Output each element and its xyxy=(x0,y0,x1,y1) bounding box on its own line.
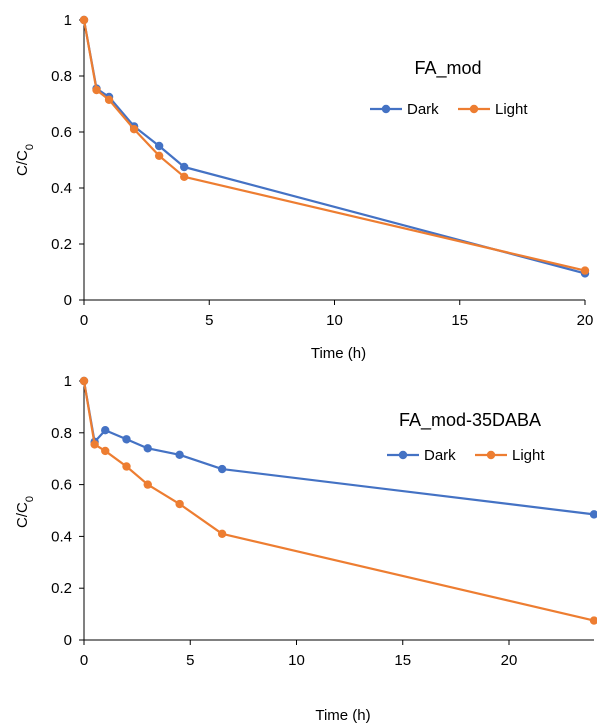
y-axis-title: C/C0 xyxy=(14,144,36,176)
data-point xyxy=(589,510,597,519)
y-tick-label: 0.4 xyxy=(51,528,72,545)
data-point xyxy=(154,151,164,160)
legend-item-light: Light xyxy=(475,447,545,464)
legend-item-dark: Dark xyxy=(370,101,439,118)
data-point xyxy=(580,266,590,275)
data-point xyxy=(154,141,164,151)
data-point xyxy=(101,446,110,456)
y-tick-label: 1 xyxy=(64,373,72,390)
data-point xyxy=(122,435,131,444)
legend-label: Light xyxy=(512,447,545,464)
y-tick-label: 0 xyxy=(64,292,72,309)
y-tick-label: 0 xyxy=(64,632,72,649)
legend-label: Dark xyxy=(424,447,456,464)
data-point xyxy=(104,95,114,105)
y-tick-label: 0.4 xyxy=(51,180,72,197)
legend-marker xyxy=(469,104,479,114)
x-tick-label: 5 xyxy=(205,312,213,329)
data-point xyxy=(129,125,139,134)
x-tick-label: 15 xyxy=(451,312,468,329)
data-point xyxy=(101,426,110,435)
series-light xyxy=(79,376,597,625)
series-light xyxy=(79,15,590,275)
x-tick-label: 15 xyxy=(394,652,411,669)
x-axis-title: Time (h) xyxy=(315,707,370,724)
y-axis-title: C/C0 xyxy=(14,496,36,528)
legend-item-dark: Dark xyxy=(387,447,456,464)
x-tick-label: 20 xyxy=(501,652,518,669)
series-dark xyxy=(79,15,590,278)
y-tick-label: 0.6 xyxy=(51,477,72,494)
legend-item-light: Light xyxy=(458,101,528,118)
panel-title: FA_mod-35DABA xyxy=(399,410,541,431)
data-point xyxy=(92,85,101,95)
x-tick-label: 10 xyxy=(288,652,305,669)
data-point xyxy=(79,15,89,25)
y-tick-label: 0.2 xyxy=(51,236,72,253)
data-point xyxy=(180,162,189,172)
y-tick-label: 0.8 xyxy=(51,68,72,85)
x-tick-label: 0 xyxy=(80,312,88,329)
legend-label: Dark xyxy=(407,101,439,118)
y-tick-label: 0.6 xyxy=(51,124,72,141)
data-point xyxy=(175,450,184,460)
data-point xyxy=(217,529,227,539)
data-point xyxy=(175,499,184,509)
data-point xyxy=(143,480,152,489)
y-tick-label: 0.8 xyxy=(51,425,72,442)
legend-marker xyxy=(398,450,408,460)
data-point xyxy=(589,616,597,625)
data-point xyxy=(90,440,99,449)
data-point xyxy=(143,444,152,453)
data-point xyxy=(217,464,227,474)
legend-label: Light xyxy=(495,101,528,118)
x-tick-label: 0 xyxy=(80,652,88,669)
x-axis-title: Time (h) xyxy=(311,345,366,362)
series-dark xyxy=(79,376,597,519)
x-tick-label: 10 xyxy=(326,312,343,329)
data-point xyxy=(180,172,189,181)
panel-title: FA_mod xyxy=(414,58,481,79)
x-tick-label: 20 xyxy=(577,312,594,329)
y-tick-label: 0.2 xyxy=(51,580,72,597)
legend-marker xyxy=(381,104,391,114)
x-tick-label: 5 xyxy=(186,652,194,669)
data-point xyxy=(79,376,89,386)
y-tick-label: 1 xyxy=(64,12,72,29)
legend-marker xyxy=(486,450,496,460)
data-point xyxy=(122,462,131,471)
